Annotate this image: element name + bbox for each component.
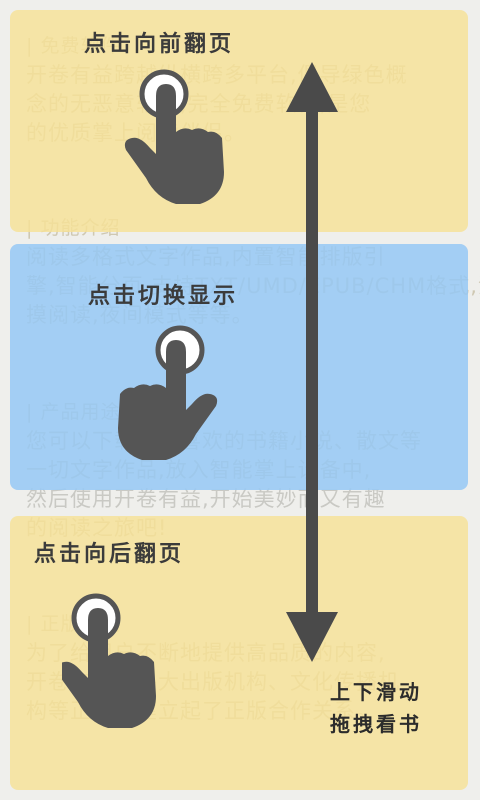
tap-zone-previous-page[interactable] [10,10,468,232]
previous-page-label: 点击向前翻页 [84,32,235,57]
next-page-label: 点击向后翻页 [34,542,185,567]
tap-zone-next-page[interactable] [10,516,468,790]
tap-zone-toggle-display[interactable] [10,244,468,490]
tap-hand-icon [62,593,156,728]
toggle-display-label: 点击切换显示 [88,284,239,309]
tap-hand-icon [118,325,218,460]
vertical-swipe-arrow-icon [286,62,338,662]
text-line: 然后使用开卷有益,开始美妙而又有趣 [26,487,386,511]
swipe-hint-line2: 拖拽看书 [330,712,422,736]
swipe-hint-line1: 上下滑动 [330,680,422,704]
tap-hand-icon [124,69,224,204]
